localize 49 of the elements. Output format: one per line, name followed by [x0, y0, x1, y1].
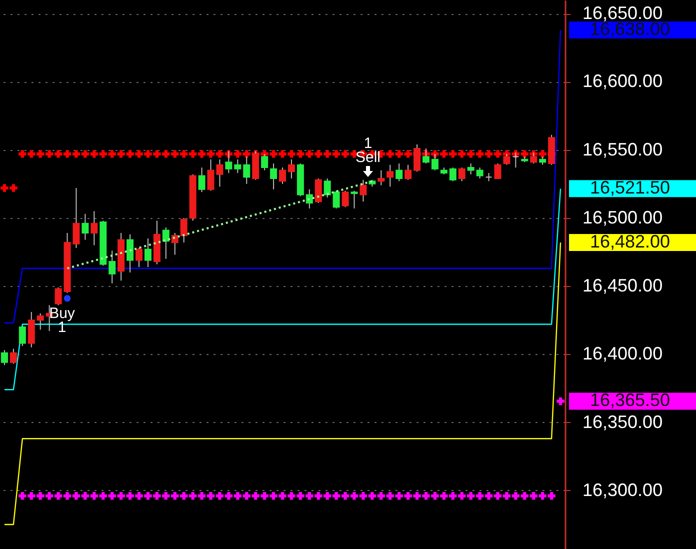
candlestick	[28, 311, 35, 348]
candlestick	[396, 162, 403, 182]
candlestick	[458, 167, 466, 182]
candlestick	[378, 170, 385, 186]
y-tick-label: 16,300.00	[582, 480, 663, 500]
candlestick	[350, 190, 358, 209]
candlestick	[530, 152, 538, 164]
candlestick	[126, 234, 134, 273]
candlestick	[324, 178, 331, 198]
candlestick	[82, 213, 89, 240]
candlestick	[360, 179, 367, 202]
candlestick	[404, 164, 412, 180]
candlestick	[136, 247, 143, 268]
candlestick	[90, 210, 98, 246]
annotation: Buy	[49, 305, 76, 322]
y-tick-label: 16,550.00	[582, 139, 663, 160]
y-tick-label: 16,650.00	[582, 3, 663, 24]
data-label: 16,365.50	[590, 390, 670, 410]
candlestick	[449, 167, 456, 182]
candlestick	[386, 164, 394, 188]
y-tick-label: 16,400.00	[582, 344, 663, 364]
candlestick	[270, 162, 278, 190]
candlestick	[0, 350, 8, 366]
candlestick	[494, 162, 502, 179]
data-label: 16,482.00	[590, 231, 670, 252]
candlestick	[476, 167, 484, 179]
candlestick	[162, 227, 170, 260]
y-tick-label: 16,450.00	[582, 276, 663, 296]
candlestick	[342, 190, 349, 208]
candlestick	[198, 167, 206, 193]
candlestick	[108, 250, 116, 284]
y-tick-label: 16,500.00	[582, 207, 663, 228]
candlestick	[144, 238, 152, 268]
annotation: 1	[364, 135, 372, 152]
candlestick	[171, 232, 178, 256]
data-label: 16,521.50	[590, 178, 670, 198]
candlestick	[467, 162, 474, 175]
y-tick-label: 16,600.00	[582, 71, 663, 92]
candlestick	[36, 312, 44, 330]
candlestick	[18, 325, 26, 347]
candlestick	[288, 158, 295, 179]
candlestick	[180, 217, 188, 243]
candlestick	[332, 190, 340, 209]
y-tick-label: 16,350.00	[582, 412, 663, 432]
candlestick	[234, 158, 242, 174]
candlestick	[512, 152, 520, 168]
candlestick	[54, 286, 62, 306]
candlestick	[10, 348, 17, 364]
candlestick	[279, 167, 286, 184]
